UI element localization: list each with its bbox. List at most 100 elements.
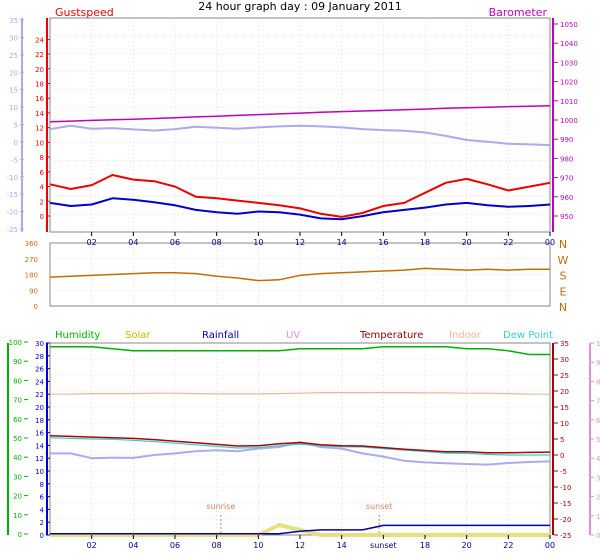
legend-indoor: Indoor [449, 330, 482, 341]
rainfall-line [50, 524, 550, 535]
rainfall-axis-label: 26 [35, 366, 44, 374]
dew-point-line [49, 437, 550, 456]
gust-axis-label: 10 [35, 139, 44, 147]
wind-x-tick-label: 12 [295, 238, 305, 247]
gust-axis-label: 16 [35, 95, 44, 103]
temperature-axis-label: 5 [560, 436, 564, 444]
temp-x-tick-label: 02 [87, 541, 97, 550]
temperature-axis-label: 30 [560, 356, 569, 364]
temp-x-tick-label: 14 [337, 541, 347, 550]
temp-x-tick-label: 04 [128, 541, 138, 550]
rainfall-axis-label: 14 [35, 442, 44, 450]
gust-axis-label: 6 [40, 169, 45, 177]
barometer-axis-label: 1010 [560, 98, 578, 106]
wind-x-tick-label: 14 [337, 238, 347, 247]
wind-x-tick-label: 06 [170, 238, 180, 247]
humidity-axis-label: 50 [13, 435, 22, 443]
gust-axis-label: 24 [35, 36, 44, 44]
humidity-axis-label: 80 [13, 377, 22, 385]
temp-x-tick-label: 12 [295, 541, 305, 550]
temp-axis-label: 10 [9, 104, 18, 112]
legend-solar: Solar [125, 330, 151, 341]
legend-dew-point: Dew Point [503, 330, 553, 341]
gust-axis-label: 20 [35, 66, 44, 74]
wind-x-tick-label: 00 [545, 238, 555, 247]
uv-axis-label: 4 [596, 455, 600, 463]
rainfall-axis-label: 28 [35, 353, 44, 361]
sunset-label: sunset [366, 502, 393, 511]
compass-label: S [560, 270, 567, 283]
wind-x-tick-label: 08 [212, 238, 222, 247]
uv-axis-label: 1 [596, 513, 600, 521]
wind-x-tick-label: 16 [378, 238, 388, 247]
temp-x-tick-label: 08 [212, 541, 222, 550]
temperature-axis-label: 10 [560, 420, 569, 428]
temperature-axis-label: 35 [560, 340, 569, 348]
humidity-axis-label: 60 [13, 416, 22, 424]
rainfall-axis-label: 4 [40, 506, 45, 514]
temp-axis-label: -15 [7, 191, 18, 199]
temperature-axis-label: -20 [560, 516, 571, 524]
rainfall-axis-label: 22 [35, 391, 44, 399]
rainfall-axis-label: 30 [35, 340, 44, 348]
temperature-line [49, 435, 551, 454]
barometer-title: Barometer [489, 6, 548, 19]
barometer-axis-label: 980 [560, 155, 573, 163]
rainfall-axis-label: 10 [35, 468, 44, 476]
barometer-line [49, 105, 551, 123]
barometer-axis-label: 1020 [560, 79, 578, 87]
rainfall-axis-label: 18 [35, 417, 44, 425]
humidity-axis-label: 20 [13, 493, 22, 501]
barometer-axis-label: 1040 [560, 40, 578, 48]
direction-axis-label: 90 [29, 287, 38, 295]
legend-humidity: Humidity [55, 330, 100, 341]
temp-axis-label: 30 [9, 34, 18, 42]
barometer-axis-label: 960 [560, 194, 573, 202]
humidity-axis-label: 0 [18, 531, 22, 539]
gust-axis-label: 8 [40, 154, 44, 162]
temp-axis-label: 25 [9, 52, 18, 60]
wind-x-tick-label: 04 [128, 238, 138, 247]
gustspeed-line [49, 174, 551, 218]
compass-label: W [558, 254, 569, 267]
gust-axis-label: 18 [35, 81, 44, 89]
wind-x-tick-label: 02 [87, 238, 97, 247]
temp-x-tick-label: 22 [503, 541, 513, 550]
compass-label: N [559, 301, 567, 314]
indoor-temperature-line [50, 392, 550, 395]
direction-axis-label: 270 [25, 256, 38, 264]
gust-axis-label: 22 [35, 51, 44, 59]
temp-x-tick-label: 18 [420, 541, 430, 550]
gust-axis-label: 4 [40, 184, 45, 192]
temperature-axis-label: 0 [560, 452, 564, 460]
temp-axis-label: -25 [7, 226, 18, 234]
barometer-axis-label: 1030 [560, 59, 578, 67]
uv-axis-label: 9 [596, 359, 600, 367]
rainfall-axis-label: 12 [35, 455, 44, 463]
gust-axis-label: 2 [40, 198, 44, 206]
rainfall-axis-label: 16 [35, 430, 44, 438]
temperature-axis-label: 20 [560, 388, 569, 396]
direction-axis-label: 360 [25, 240, 38, 248]
temp-axis-label: 20 [9, 69, 18, 77]
page-title: 24 hour graph day : 09 January 2011 [198, 0, 402, 13]
direction-axis-label: 180 [25, 272, 38, 280]
barometer-axis-label: 990 [560, 136, 573, 144]
gust-axis-label: 0 [40, 213, 44, 221]
compass-label: N [559, 238, 567, 251]
legend-temperature: Temperature [359, 330, 423, 341]
temp-x-tick-label: 00 [545, 541, 555, 550]
temp-axis-label: -5 [11, 156, 18, 164]
barometer-axis-label: 950 [560, 213, 573, 221]
uv-axis-label: 10 [596, 340, 600, 348]
temperature-axis-label: -10 [560, 484, 571, 492]
gust-axis-label: 14 [35, 110, 44, 118]
temperature-trace-line [49, 124, 551, 147]
temp-axis-label: -10 [7, 174, 18, 182]
temperature-axis-label: 15 [560, 404, 569, 412]
legend-uv: UV [286, 330, 300, 341]
gustspeed-title: Gustspeed [55, 6, 114, 19]
avg-windspeed-line [49, 197, 551, 221]
gust-axis-label: 12 [35, 125, 44, 133]
